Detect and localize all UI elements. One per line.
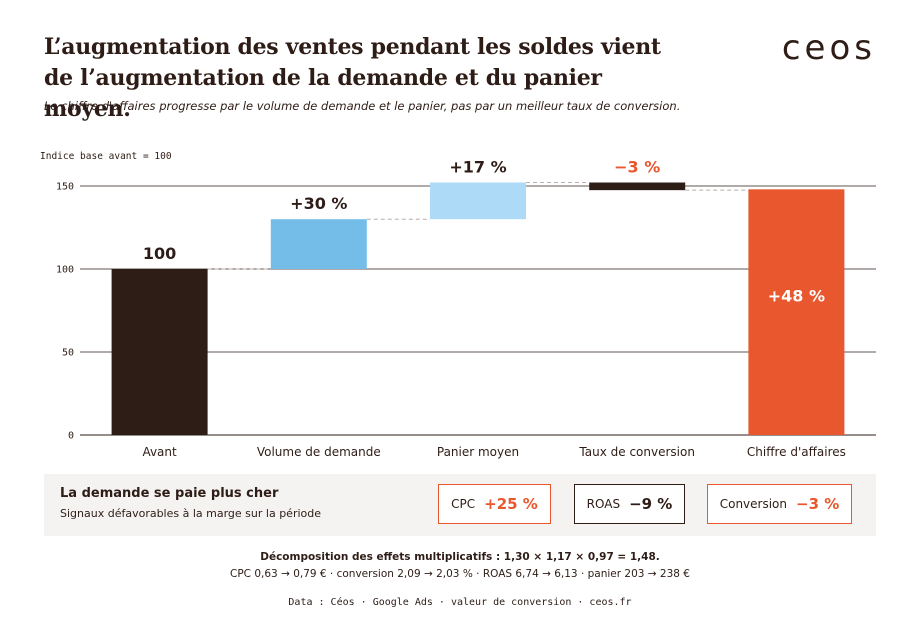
bar-4: [748, 189, 845, 435]
kpi-conversion: Conversion −3 %: [707, 484, 852, 524]
kpi-roas-label: ROAS: [586, 497, 621, 511]
signals-subtitle: Signaux défavorables à la marge sur la p…: [60, 507, 321, 520]
kpi-cpc-value: +25 %: [484, 495, 538, 513]
data-label: +30 %: [290, 194, 347, 213]
footer-details: CPC 0,63 → 0,79 € · conversion 2,09 → 2,…: [230, 568, 690, 580]
signals-panel: La demande se paie plus cher Signaux déf…: [44, 474, 876, 536]
data-label: 100: [143, 244, 176, 263]
data-label: +17 %: [449, 158, 506, 177]
category-label: Volume de demande: [257, 445, 381, 459]
bar-3: [589, 182, 686, 191]
ceos-logo: ceos: [781, 28, 876, 68]
chart-title: L’augmentation des ventes pendant les so…: [44, 34, 661, 122]
kpi-roas-value: −9 %: [629, 495, 673, 513]
source-line: Data : Céos · Google Ads · valeur de con…: [288, 597, 632, 608]
axis-note: Indice base avant = 100: [40, 151, 172, 162]
category-label: Panier moyen: [437, 445, 519, 459]
bar-0: [111, 269, 208, 435]
y-tick-label: 0: [68, 431, 74, 442]
y-tick-label: 100: [56, 265, 74, 276]
category-label: Avant: [142, 445, 177, 459]
kpi-conversion-label: Conversion: [719, 497, 787, 511]
data-label: +48 %: [768, 287, 825, 306]
y-tick-label: 50: [62, 348, 74, 359]
kpi-roas: ROAS −9 %: [574, 484, 685, 524]
signals-title: La demande se paie plus cher: [60, 486, 279, 501]
y-tick-label: 150: [56, 182, 74, 193]
category-label: Chiffre d'affaires: [747, 445, 846, 459]
bar-1: [270, 219, 367, 269]
kpi-cpc: CPC +25 %: [438, 484, 551, 524]
footer-decomposition: Décomposition des effets multiplicatifs …: [260, 551, 660, 563]
chart-subtitle: Le chiffre d'affaires progresse par le v…: [44, 99, 681, 113]
category-label: Taux de conversion: [578, 445, 695, 459]
kpi-conversion-value: −3 %: [796, 495, 840, 513]
kpi-cpc-label: CPC: [451, 497, 476, 511]
data-label: −3 %: [614, 158, 660, 177]
bar-2: [430, 182, 526, 220]
waterfall-chart: 0 50 100 150 100 Avant +30 % Volume de demande +…: [56, 158, 876, 459]
